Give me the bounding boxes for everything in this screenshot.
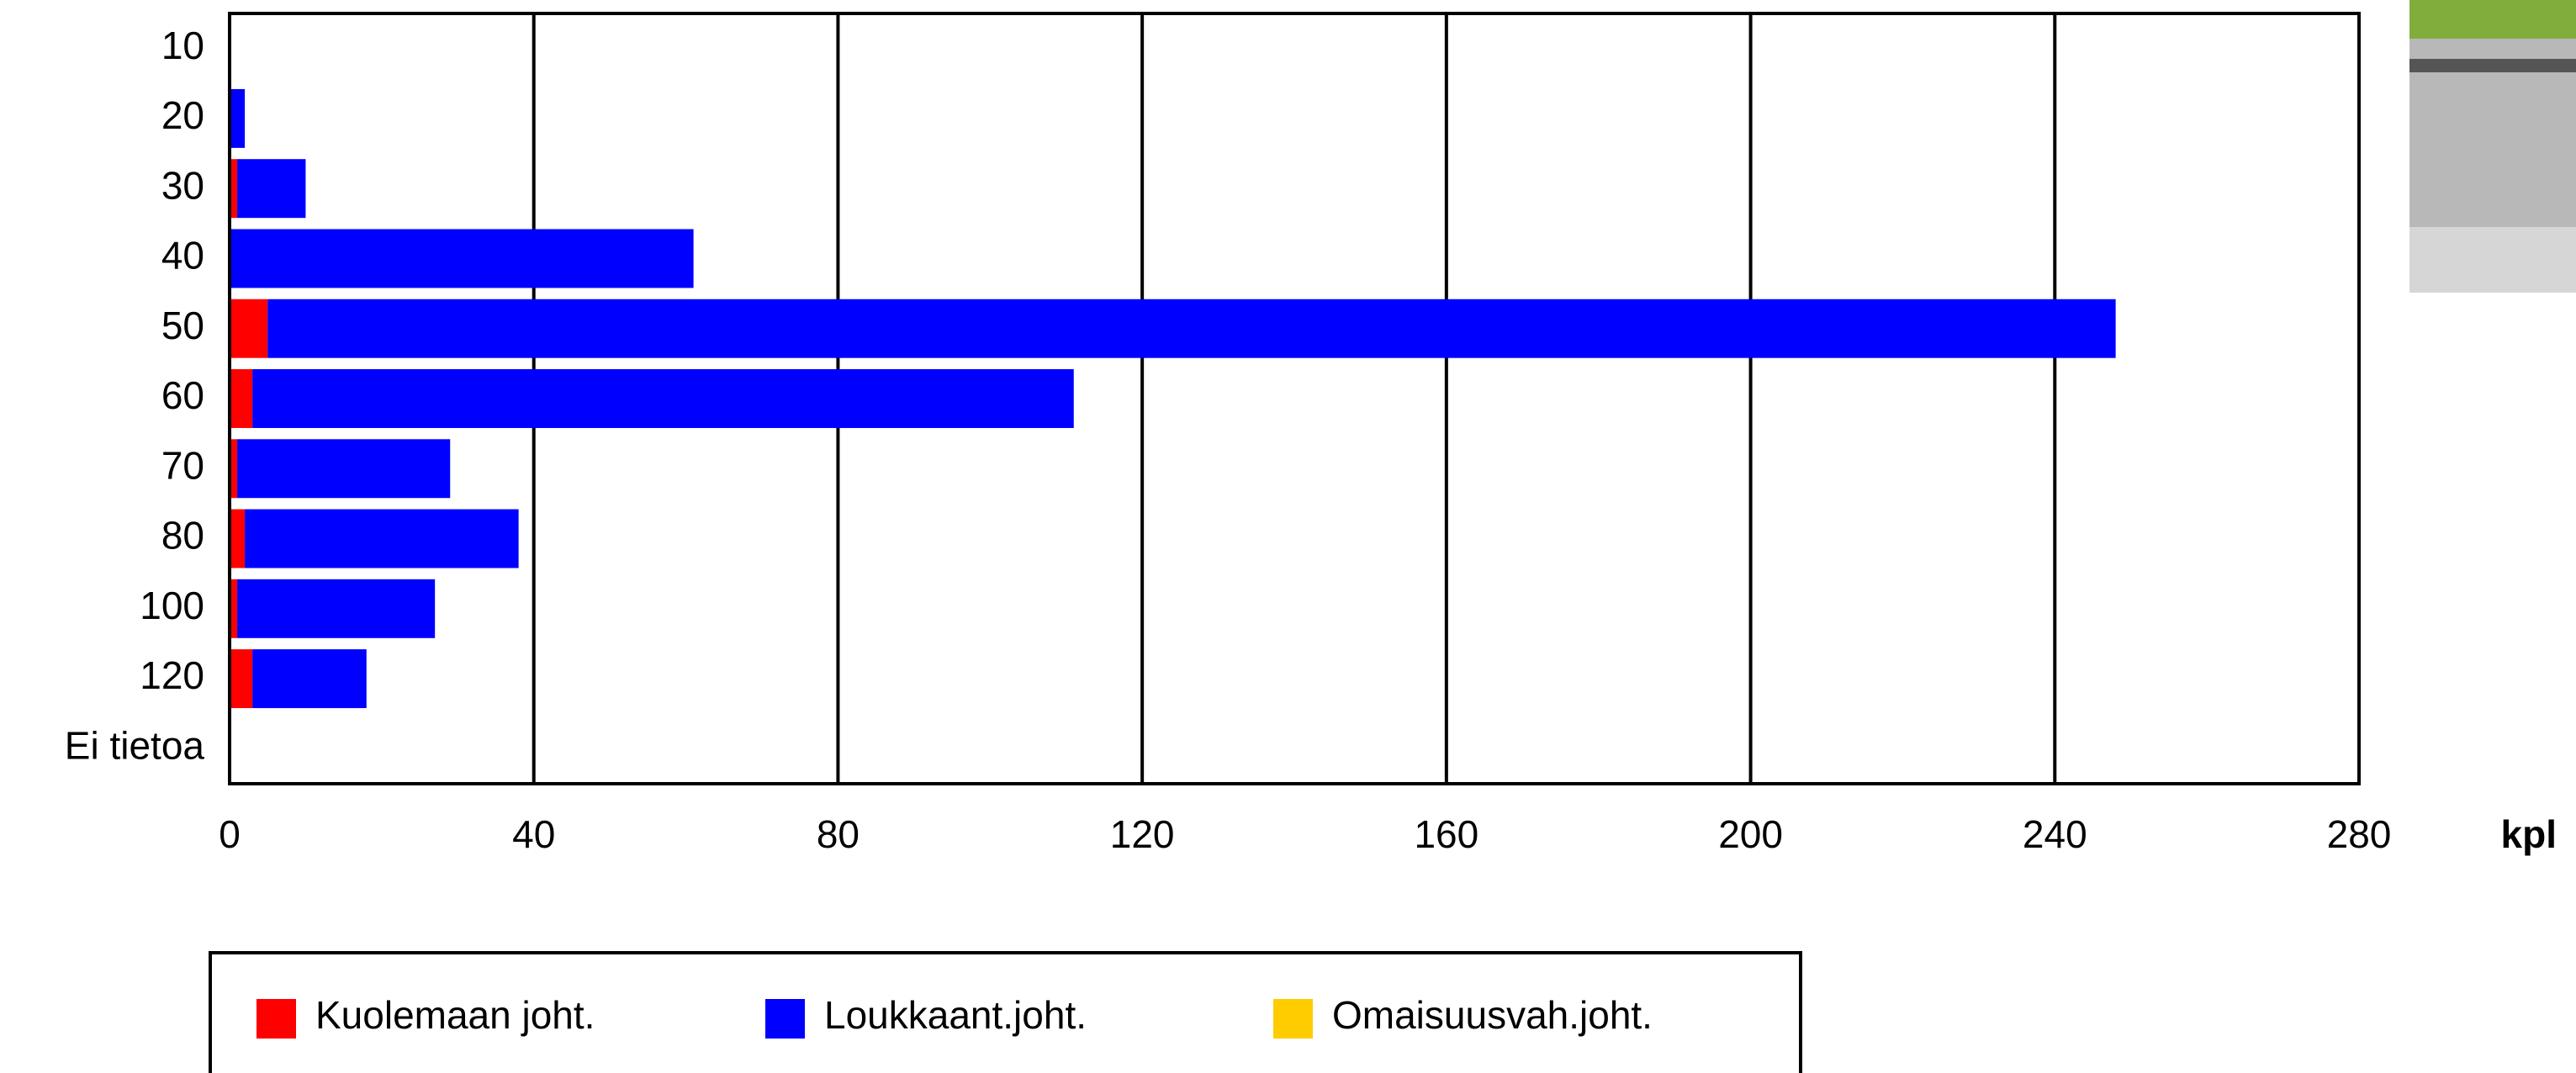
y-tick-label: 100 <box>140 584 204 627</box>
x-tick-label: 240 <box>2023 812 2087 856</box>
bar-segment <box>230 229 694 288</box>
x-tick-label: 160 <box>1414 812 1478 856</box>
chart: kpl 0 40 80 120 160 200 240 280 10 20 30 40 50 60 70 80… <box>0 0 2576 1073</box>
x-tick-label: 0 <box>219 812 241 856</box>
legend-label: Kuolemaan joht. <box>315 993 595 1037</box>
bar-segment <box>245 510 519 568</box>
bar-segment <box>267 299 2115 358</box>
bar-segment <box>252 649 367 708</box>
y-tick-label: 20 <box>161 93 204 137</box>
bar-segment <box>230 510 245 568</box>
y-tick-label: 80 <box>161 514 204 558</box>
bar-segment <box>230 299 267 358</box>
y-tick-label: 70 <box>161 443 204 487</box>
legend-label: Loukkaant.joht. <box>824 993 1087 1037</box>
bar-segment <box>230 369 252 428</box>
y-tick-label: 60 <box>161 373 204 417</box>
x-tick-label: 200 <box>1718 812 1783 856</box>
bar-segment <box>237 439 450 498</box>
y-tick-label: 120 <box>140 653 204 697</box>
x-tick-label: 40 <box>512 812 555 856</box>
axis-unit: kpl <box>2501 812 2557 856</box>
bar-segment <box>237 579 435 638</box>
y-tick-label: Ei tietoa <box>65 724 205 768</box>
y-tick-label: 40 <box>161 234 204 278</box>
bar-segment <box>252 369 1074 428</box>
y-tick-label: 10 <box>161 24 204 67</box>
legend-label: Omaisuusvah.joht. <box>1332 993 1653 1037</box>
x-tick-label: 80 <box>817 812 860 856</box>
photo <box>2409 0 2576 293</box>
x-tick-label: 280 <box>2327 812 2392 856</box>
bar-segment <box>237 159 305 218</box>
legend-swatch <box>257 999 296 1039</box>
legend-swatch <box>765 999 805 1039</box>
y-tick-label: 50 <box>161 304 204 347</box>
bar-segment <box>230 649 252 708</box>
x-tick-label: 120 <box>1110 812 1175 856</box>
bar-segment <box>230 89 245 148</box>
y-tick-label: 30 <box>161 163 204 207</box>
legend-swatch <box>1273 999 1313 1039</box>
